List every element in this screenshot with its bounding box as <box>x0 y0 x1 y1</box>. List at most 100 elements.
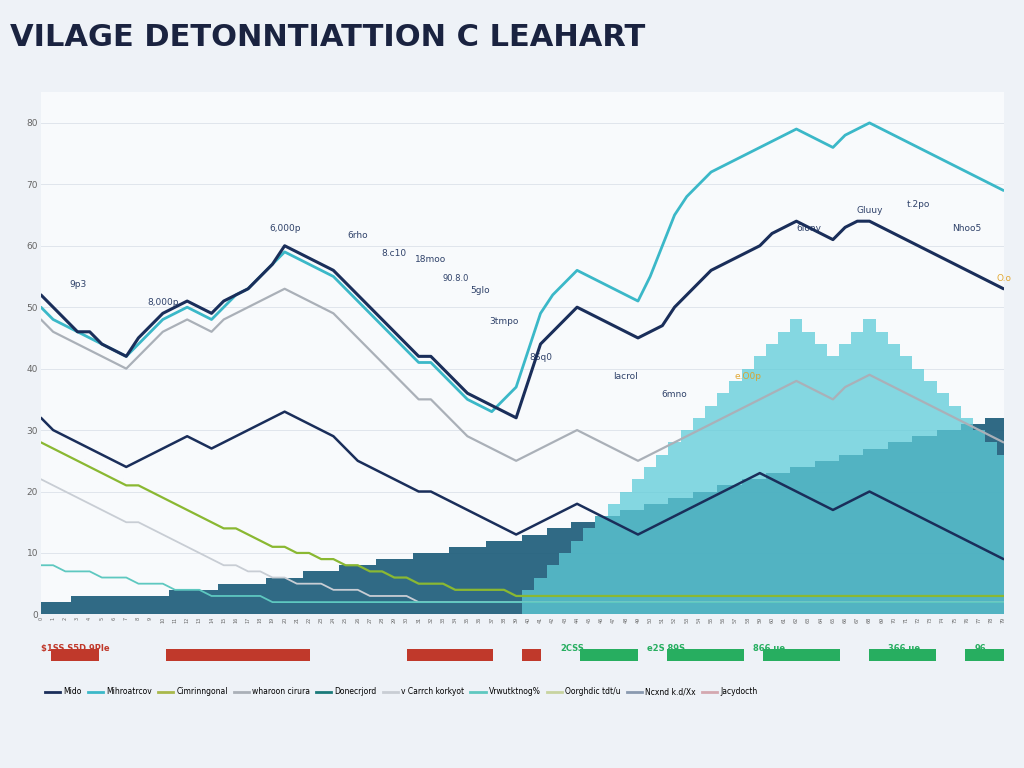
Bar <box>937 393 948 614</box>
Bar <box>632 479 644 614</box>
Bar <box>754 479 766 614</box>
Bar <box>997 455 1010 614</box>
Bar <box>206 590 218 614</box>
Bar <box>973 424 985 614</box>
Text: 8,000p: 8,000p <box>147 298 178 307</box>
Bar <box>595 516 607 614</box>
Bar <box>815 461 826 614</box>
Bar <box>254 584 266 614</box>
Text: VILAGE DETONNTIATTION C LEAHART: VILAGE DETONNTIATTION C LEAHART <box>10 23 645 52</box>
Bar <box>595 516 607 614</box>
Bar <box>705 406 717 614</box>
Bar <box>388 559 400 614</box>
Bar <box>583 528 595 614</box>
Bar <box>462 547 473 614</box>
Bar <box>667 649 743 660</box>
Bar <box>644 504 656 614</box>
Bar <box>351 565 364 614</box>
Bar <box>47 602 59 614</box>
Bar <box>535 535 547 614</box>
Bar <box>925 436 937 614</box>
Bar <box>376 559 388 614</box>
Bar <box>522 535 535 614</box>
Bar <box>876 449 888 614</box>
Bar <box>778 332 791 614</box>
Bar <box>803 332 815 614</box>
Bar <box>763 649 840 660</box>
Text: 6mno: 6mno <box>662 390 687 399</box>
Bar <box>364 565 376 614</box>
Bar <box>510 541 522 614</box>
Bar <box>965 649 1004 660</box>
Bar <box>826 356 839 614</box>
Bar <box>729 485 741 614</box>
Bar <box>693 492 705 614</box>
Bar <box>218 584 229 614</box>
Bar <box>888 442 900 614</box>
Bar <box>450 547 462 614</box>
Text: O.o: O.o <box>996 273 1011 283</box>
Text: 6rho: 6rho <box>347 230 368 240</box>
Bar <box>705 492 717 614</box>
Bar <box>912 436 925 614</box>
Bar <box>72 596 84 614</box>
Bar <box>96 596 108 614</box>
Bar <box>59 602 72 614</box>
Bar <box>291 578 303 614</box>
Bar <box>413 553 425 614</box>
Bar <box>961 424 973 614</box>
Bar <box>681 498 693 614</box>
Bar <box>791 467 803 614</box>
Bar <box>693 418 705 614</box>
Bar <box>851 455 863 614</box>
Bar <box>169 590 181 614</box>
Bar <box>522 590 535 614</box>
Bar <box>669 442 681 614</box>
Text: 6lony: 6lony <box>796 224 821 233</box>
Bar <box>132 596 144 614</box>
Bar <box>961 418 973 614</box>
Text: Nhoo5: Nhoo5 <box>952 224 982 233</box>
Bar <box>656 504 669 614</box>
Bar <box>948 406 961 614</box>
Bar <box>925 381 937 614</box>
Bar <box>266 578 279 614</box>
Bar <box>900 356 912 614</box>
Text: Gluuy: Gluuy <box>856 206 883 215</box>
Bar <box>547 528 559 614</box>
Bar <box>766 344 778 614</box>
Bar <box>985 442 997 614</box>
Bar <box>580 649 638 660</box>
Bar <box>888 344 900 614</box>
Bar <box>656 455 669 614</box>
Bar <box>741 369 754 614</box>
Text: 3tmpo: 3tmpo <box>489 316 518 326</box>
Bar <box>876 332 888 614</box>
Bar <box>741 479 754 614</box>
Bar <box>973 430 985 614</box>
Bar <box>157 596 169 614</box>
Bar <box>620 492 632 614</box>
Text: lacrol: lacrol <box>613 372 638 381</box>
Bar <box>437 553 450 614</box>
Bar <box>559 553 571 614</box>
Bar <box>717 393 729 614</box>
Bar <box>900 442 912 614</box>
Bar <box>108 596 120 614</box>
Bar <box>607 504 620 614</box>
Bar <box>50 649 98 660</box>
Bar <box>632 510 644 614</box>
Bar <box>522 649 542 660</box>
Bar <box>194 590 206 614</box>
Text: 866 ue: 866 ue <box>754 644 785 653</box>
Bar <box>84 596 96 614</box>
Text: 9p3: 9p3 <box>69 280 86 289</box>
Bar <box>644 467 656 614</box>
Text: 6,000p: 6,000p <box>269 224 300 233</box>
Text: e.O0p: e.O0p <box>734 372 761 381</box>
Bar <box>485 541 498 614</box>
Bar <box>937 430 948 614</box>
Bar <box>912 369 925 614</box>
Bar <box>498 541 510 614</box>
Bar <box>863 449 876 614</box>
